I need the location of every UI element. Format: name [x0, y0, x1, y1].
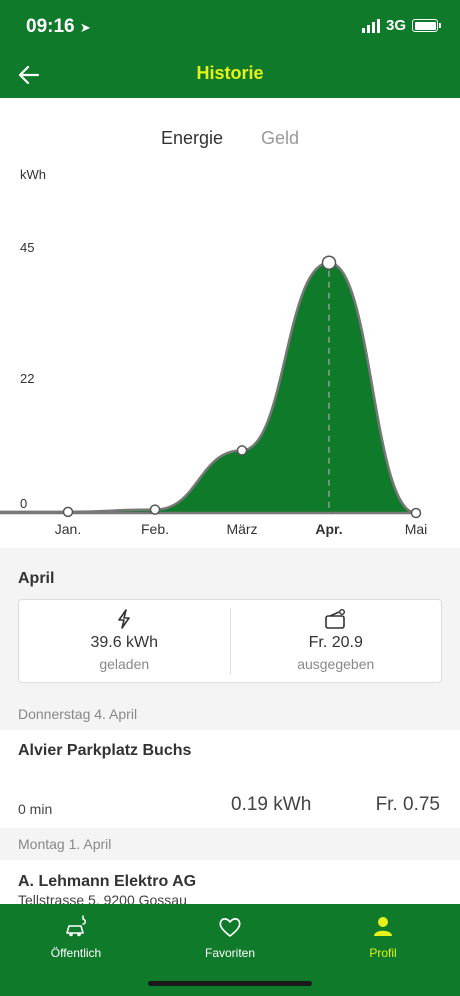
session-item[interactable]: Alvier Parkplatz Buchs 0 min 0.19 kWh Fr… — [0, 730, 460, 828]
back-button[interactable] — [14, 60, 44, 90]
car-charging-icon — [66, 915, 86, 937]
tab-public[interactable]: Öffentlich — [16, 914, 136, 960]
status-right: 3G — [361, 17, 441, 34]
x-tick-label[interactable]: Apr. — [315, 521, 342, 537]
location-arrow-icon: ➤ — [79, 20, 91, 35]
battery-icon — [412, 19, 441, 32]
tab-bar: Öffentlich Favoriten Profil — [0, 904, 460, 996]
session-duration: 0 min — [18, 801, 53, 817]
chart-area — [0, 261, 417, 515]
x-tick-label[interactable]: Feb. — [141, 521, 169, 537]
data-point[interactable] — [236, 445, 248, 456]
x-tick-label[interactable]: Mai — [405, 521, 428, 537]
wallet-icon — [324, 609, 345, 629]
day-header: Donnerstag 4. April — [0, 698, 460, 730]
status-time-text: 09:16 — [26, 16, 75, 37]
tab-profile-label: Profil — [369, 946, 397, 960]
network-label: 3G — [385, 17, 406, 34]
page-title: Historie — [196, 63, 264, 83]
heart-icon — [219, 918, 241, 937]
tab-geld[interactable]: Geld — [261, 128, 300, 148]
session-location: Alvier Parkplatz Buchs — [18, 742, 192, 759]
energy-chart: kWh 45 22 0 Jan. Feb. März Apr. Mai — [0, 167, 428, 537]
tab-favorites-label: Favoriten — [204, 946, 256, 960]
summary-card: 39.6 kWh geladen Fr. 20.9 ausgegeben — [18, 599, 442, 683]
signal-icon — [361, 18, 380, 33]
x-tick-label[interactable]: Jan. — [55, 521, 81, 537]
y-ticks: 45 22 0 — [20, 240, 34, 511]
summary-divider — [229, 608, 231, 674]
y-tick-label: 0 — [20, 496, 27, 511]
app-header: Historie — [0, 52, 460, 98]
lightning-icon — [118, 609, 131, 629]
energy-summary: 39.6 kWh geladen — [19, 600, 230, 682]
status-time: 09:16 ➤ — [26, 16, 91, 38]
data-points — [62, 255, 422, 519]
y-axis-label: kWh — [20, 167, 46, 182]
status-bar: 09:16 ➤ 3G — [0, 0, 460, 52]
session-location: A. Lehmann Elektro AG — [18, 873, 197, 890]
y-tick-label: 22 — [20, 371, 34, 386]
home-indicator — [148, 981, 312, 986]
data-point[interactable] — [149, 504, 161, 515]
tab-profile[interactable]: Profil — [323, 914, 443, 960]
money-value: Fr. 20.9 — [308, 634, 363, 651]
data-point[interactable] — [62, 506, 74, 518]
month-title: April — [18, 570, 55, 587]
tab-energie[interactable]: Energie — [160, 128, 223, 148]
segment-control: Energie Geld — [0, 128, 460, 149]
energy-label: geladen — [99, 656, 150, 672]
energy-value: 39.6 kWh — [90, 634, 159, 651]
session-cost: Fr. 0.75 — [375, 794, 440, 815]
y-tick-label: 45 — [20, 240, 34, 255]
data-point[interactable] — [321, 255, 337, 270]
back-arrow-icon — [18, 65, 40, 85]
tab-public-label: Öffentlich — [50, 946, 102, 960]
data-point[interactable] — [410, 507, 422, 519]
session-energy: 0.19 kWh — [231, 794, 312, 815]
money-summary: Fr. 20.9 ausgegeben — [231, 600, 442, 682]
day-header: Montag 1. April — [0, 828, 460, 860]
money-label: ausgegeben — [297, 656, 375, 672]
person-icon — [374, 917, 392, 936]
tab-favorites[interactable]: Favoriten — [170, 914, 290, 960]
x-tick-label[interactable]: März — [226, 521, 257, 537]
x-ticks: Jan. Feb. März Apr. Mai — [55, 521, 428, 537]
